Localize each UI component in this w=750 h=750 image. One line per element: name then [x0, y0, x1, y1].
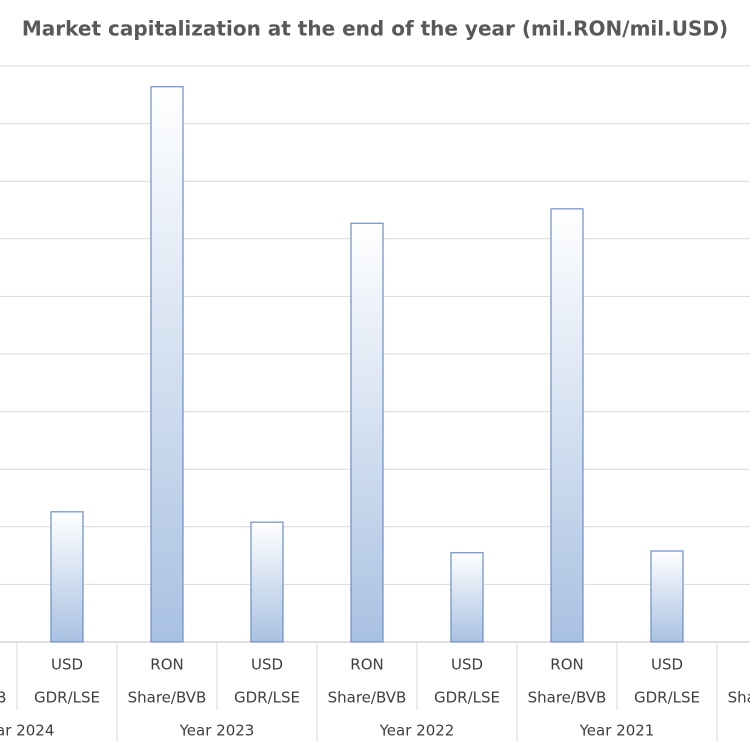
bar	[50, 511, 84, 643]
x-tick-label: Share/BVB	[728, 689, 750, 707]
x-tick-label: RON	[150, 656, 183, 674]
bar	[450, 552, 484, 643]
group-label: Year 2022	[379, 722, 455, 740]
bar	[350, 222, 384, 643]
x-tick-label: Share/BVB	[328, 689, 407, 707]
group-label: Year 2024	[0, 722, 54, 740]
bar	[250, 521, 284, 643]
x-tick-label: GDR/LSE	[634, 689, 700, 707]
group-label: Year 2023	[179, 722, 255, 740]
chart-title: Market capitalization at the end of the …	[22, 17, 728, 41]
x-tick-label: RON	[350, 656, 383, 674]
x-tick-label: RON	[550, 656, 583, 674]
x-tick-label: GDR/LSE	[434, 689, 500, 707]
x-tick-label: USD	[251, 656, 283, 674]
x-tick-label: USD	[651, 656, 683, 674]
x-tick-label: GDR/LSE	[234, 689, 300, 707]
x-tick-label: Share/BVB	[0, 689, 6, 707]
x-tick-label: Share/BVB	[128, 689, 207, 707]
bar	[650, 550, 684, 643]
bar	[150, 86, 184, 643]
bar	[550, 208, 584, 643]
group-label: Year 2021	[579, 722, 655, 740]
x-tick-label: USD	[51, 656, 83, 674]
x-tick-label: USD	[451, 656, 483, 674]
x-tick-label: GDR/LSE	[34, 689, 100, 707]
x-tick-label: Share/BVB	[528, 689, 607, 707]
